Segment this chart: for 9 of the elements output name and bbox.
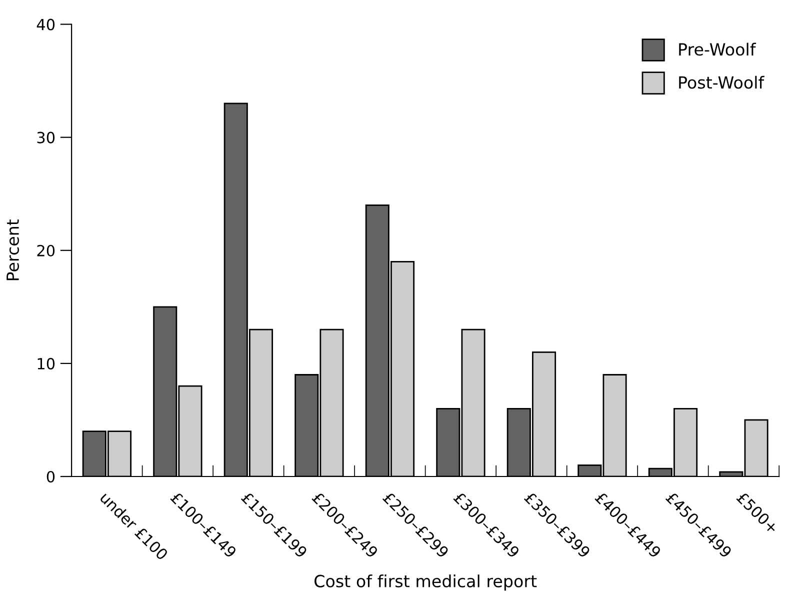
y-tick-label: 40 — [36, 18, 55, 30]
legend-label: Post-Woolf — [679, 76, 764, 89]
y-tick-label: 10 — [38, 358, 55, 370]
y-tick-label: 30 — [37, 132, 55, 144]
y-axis-title: Percent — [6, 219, 20, 280]
x-axis-title: Cost of first medical report — [314, 574, 537, 591]
legend-label: Pre-Woolf — [679, 42, 756, 56]
y-tick-label: 20 — [37, 244, 55, 256]
y-tick-label: 0 — [46, 470, 55, 483]
